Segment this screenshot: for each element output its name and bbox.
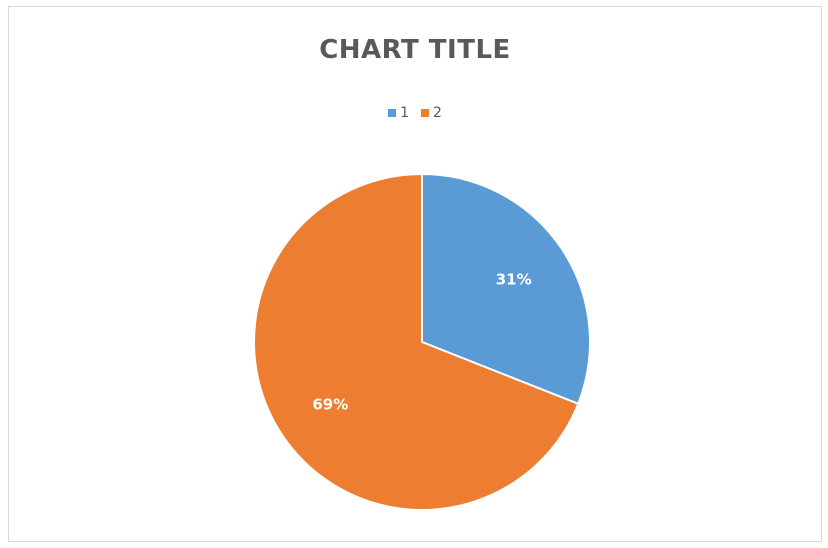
legend-swatch-2 bbox=[421, 109, 429, 117]
pie-slice-1 bbox=[421, 172, 591, 406]
chart-title: CHART TITLE bbox=[319, 35, 511, 65]
data-label-1: 31% bbox=[496, 271, 532, 289]
chart-legend: 1 2 bbox=[9, 105, 821, 121]
data-label-2: 69% bbox=[312, 395, 348, 413]
legend-item-1: 1 bbox=[388, 105, 409, 121]
legend-swatch-1 bbox=[388, 109, 397, 117]
legend-label-1: 1 bbox=[400, 105, 409, 121]
legend-item-2: 2 bbox=[421, 105, 442, 121]
pie-slice-2 bbox=[253, 172, 580, 511]
legend-label-2: 2 bbox=[433, 105, 442, 121]
